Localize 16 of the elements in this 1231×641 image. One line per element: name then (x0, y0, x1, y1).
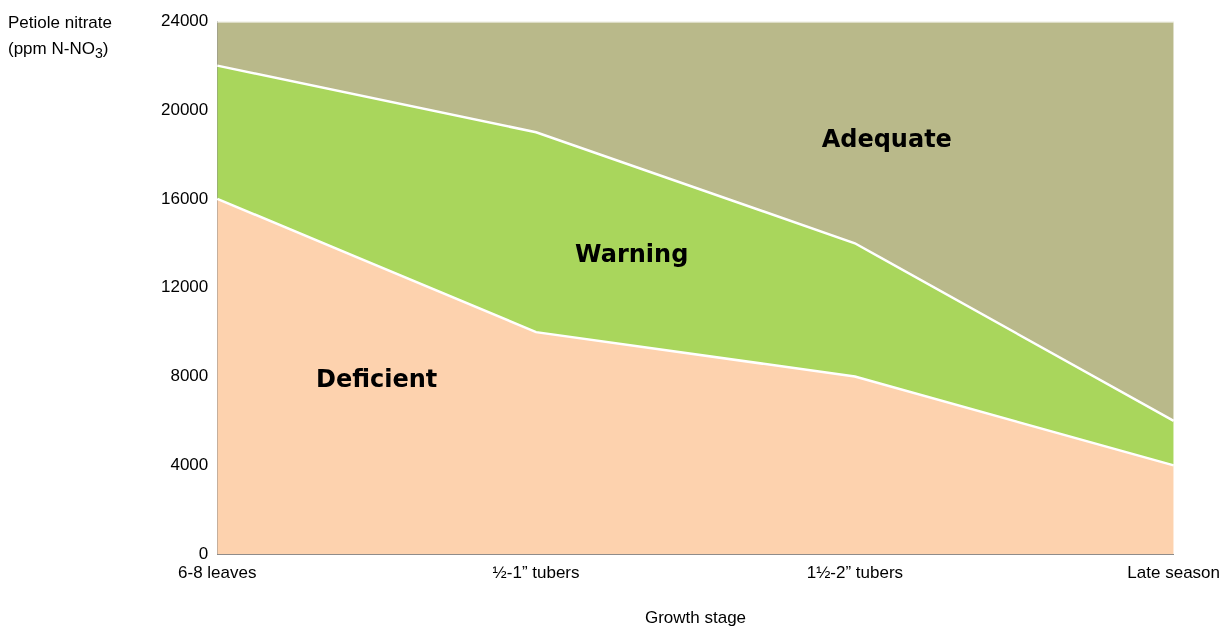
y-tick-label: 24000 (160, 10, 209, 30)
x-tick-label: ½-1” tubers (492, 563, 580, 583)
y-tick-label: 12000 (160, 277, 209, 297)
y-tick-label: 4000 (170, 455, 209, 475)
x-tick-label: 6-8 leaves (178, 563, 257, 583)
series-label: Deficient (316, 365, 438, 394)
x-axis-title: Growth stage (644, 608, 747, 628)
series-label: Warning (575, 239, 689, 268)
y-tick-label: 16000 (160, 188, 209, 208)
y-axis-title: Petiole nitrate (ppm N-NO$_{3}$) (8, 12, 113, 64)
y-tick-label: 0 (198, 543, 209, 563)
x-tick-label: 1½-2” tubers (806, 563, 904, 583)
series-label: Adequate (821, 125, 952, 154)
y-tick-label: 8000 (170, 366, 209, 386)
y-tick-label: 20000 (160, 99, 209, 119)
x-tick-label: Late season (1127, 563, 1221, 583)
